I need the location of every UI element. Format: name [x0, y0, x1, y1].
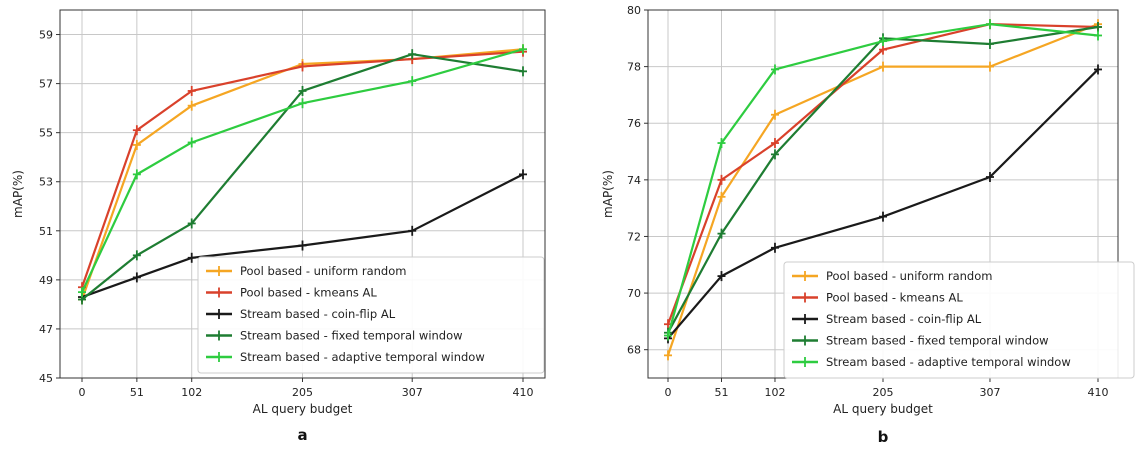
x-tick-label: 102	[181, 386, 202, 399]
panel-label: a	[297, 426, 307, 444]
legend-entry-label: Pool based - kmeans AL	[826, 291, 963, 305]
legend: Pool based - uniform random Pool based - …	[783, 261, 1135, 379]
y-tick-label: 47	[39, 323, 53, 336]
panel-label: b	[878, 428, 889, 446]
legend-entry-label: Pool based - uniform random	[826, 269, 992, 283]
series-line	[667, 68, 1099, 340]
legend-entry-label: Stream based - fixed temporal window	[826, 334, 1049, 348]
series-line	[81, 48, 524, 293]
x-tick-label: 307	[402, 386, 423, 399]
y-tick-label: 68	[627, 344, 641, 357]
legend-entry-label: Stream based - adaptive temporal window	[240, 350, 485, 364]
legend-entry-label: Stream based - coin-flip AL	[826, 312, 982, 326]
y-tick-label: 72	[627, 230, 641, 243]
y-tick-label: 70	[627, 287, 641, 300]
x-tick-label: 51	[714, 386, 728, 399]
y-tick-label: 51	[39, 225, 53, 238]
chart-panel-a: 0 51 102 205 307 410 45 47 49 51 53 55 57 59 AL query …	[11, 9, 546, 444]
y-tick-label: 76	[627, 117, 641, 130]
legend-entry-label: Stream based - fixed temporal window	[240, 329, 463, 343]
x-tick-label: 0	[665, 386, 672, 399]
series-line	[81, 53, 524, 301]
y-tick-label: 74	[627, 174, 641, 187]
x-tick-label: 205	[873, 386, 894, 399]
y-tick-label: 55	[39, 127, 53, 140]
y-tick-label: 45	[39, 372, 53, 385]
y-tick-label: 49	[39, 274, 53, 287]
y-tick-label: 53	[39, 176, 53, 189]
y-axis-label: mAP(%)	[11, 170, 25, 218]
y-tick-label: 78	[627, 61, 641, 74]
x-axis-label: AL query budget	[833, 402, 933, 416]
x-tick-label: 307	[979, 386, 1000, 399]
x-tick-label: 410	[513, 386, 534, 399]
x-tick-label: 0	[79, 386, 86, 399]
series-line	[667, 25, 1099, 334]
y-tick-label: 80	[627, 4, 641, 17]
x-tick-label: 51	[130, 386, 144, 399]
x-tick-label: 102	[764, 386, 785, 399]
x-tick-label: 410	[1088, 386, 1109, 399]
legend-entry-label: Pool based - uniform random	[240, 264, 406, 278]
legend-entry-label: Pool based - kmeans AL	[240, 286, 377, 300]
series-line	[666, 23, 1099, 356]
y-axis-label: mAP(%)	[601, 170, 615, 218]
series-line	[81, 173, 524, 299]
legend-box	[783, 261, 1135, 379]
y-tick-label: 59	[39, 29, 53, 42]
chart-panel-b: 0 51 102 205 307 410 68 70 72 74 76 78 80 AL query bu…	[601, 4, 1135, 446]
x-tick-label: 205	[292, 386, 313, 399]
series-line	[666, 23, 1099, 336]
y-tick-label: 57	[39, 78, 53, 91]
legend-entry-label: Stream based - coin-flip AL	[240, 307, 396, 321]
x-axis-label: AL query budget	[253, 402, 353, 416]
legend: Pool based - uniform random Pool based - …	[197, 256, 545, 374]
legend-entry-label: Stream based - adaptive temporal window	[826, 355, 1071, 369]
legend-box	[197, 256, 545, 374]
